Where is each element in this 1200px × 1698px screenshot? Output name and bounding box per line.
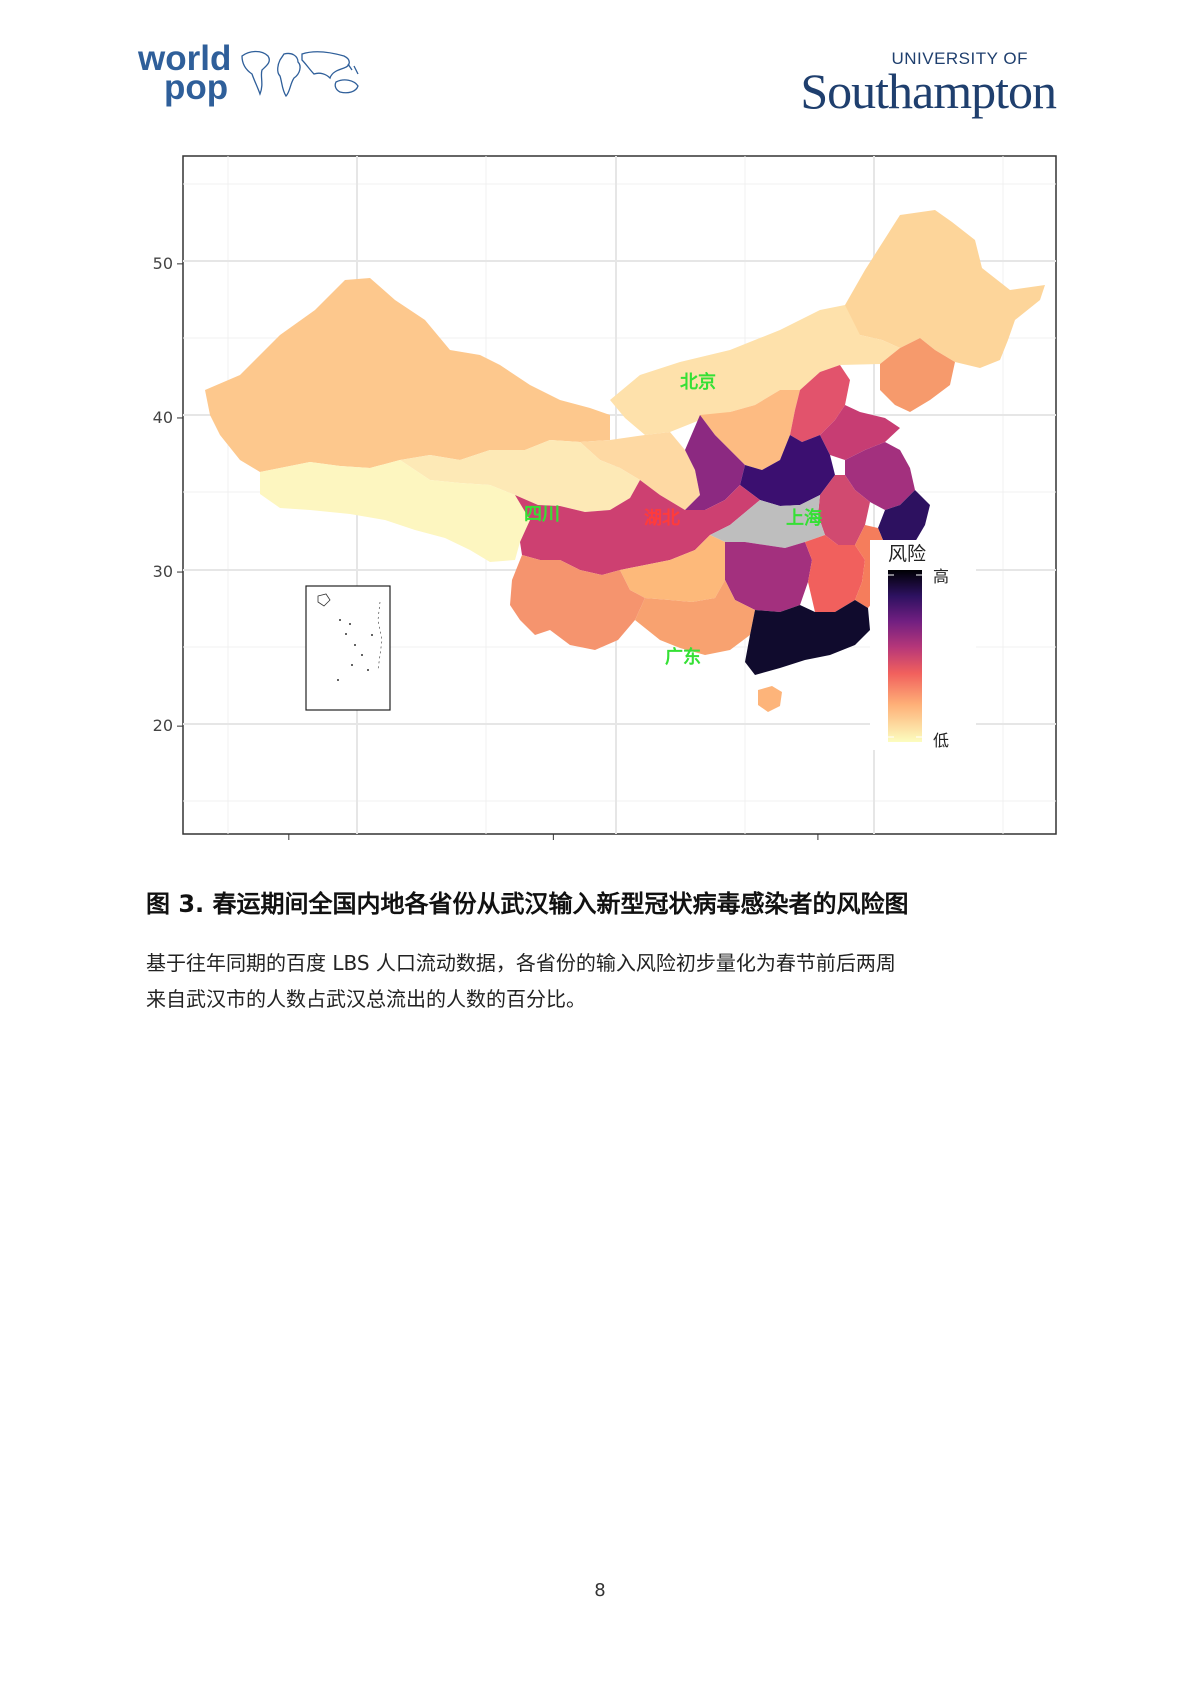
region-jiangxi bbox=[805, 535, 865, 612]
y-tick-label: 50 bbox=[153, 254, 173, 273]
region-hubei bbox=[710, 495, 825, 548]
region-hunan bbox=[725, 542, 812, 612]
caption-line-2: 来自武汉市的人数占武汉总流出的人数的百分比。 bbox=[146, 987, 586, 1011]
university-logo-top: UNIVERSITY OF bbox=[891, 49, 1028, 68]
axes: 8010012020304050 bbox=[153, 254, 819, 840]
region-qinghai bbox=[400, 440, 640, 512]
region-sichuan bbox=[515, 480, 760, 575]
label-guangdong: 广东 bbox=[665, 646, 701, 668]
region-guangdong bbox=[745, 600, 870, 675]
region-tibet bbox=[260, 460, 538, 562]
region-yunnan bbox=[510, 555, 645, 650]
university-logo-name: Southampton bbox=[800, 63, 1057, 119]
region-zhejiang bbox=[878, 490, 930, 550]
region-northeast bbox=[835, 210, 1045, 368]
region-jiangsu bbox=[845, 442, 915, 510]
region-liaoning bbox=[880, 338, 955, 412]
region-guangxi bbox=[635, 580, 755, 655]
label-sichuan: 四川 bbox=[524, 504, 560, 525]
region-anhui bbox=[818, 475, 870, 545]
label-hubei: 湖北 bbox=[644, 508, 680, 529]
label-shanghai: 上海 bbox=[786, 507, 822, 529]
university-logo: UNIVERSITY OF Southampton bbox=[800, 49, 1057, 119]
region-shanxi bbox=[700, 390, 800, 470]
figure-caption-body: 基于往年同期的百度 LBS 人口流动数据，各省份的输入风险初步量化为春节前后两周… bbox=[146, 945, 1066, 1017]
world-map-outline-icon bbox=[241, 50, 359, 98]
worldpop-logo-line2: pop bbox=[164, 68, 229, 107]
worldpop-logo: world pop bbox=[138, 39, 232, 107]
y-tick-label: 40 bbox=[153, 408, 173, 427]
legend-high: 高 bbox=[933, 567, 949, 586]
region-hainan bbox=[758, 686, 782, 712]
region-guizhou bbox=[620, 535, 725, 602]
legend-title: 风险 bbox=[888, 543, 926, 565]
province-polygons bbox=[205, 210, 1045, 712]
region-gansu bbox=[580, 432, 700, 510]
page-number: 8 bbox=[594, 1580, 606, 1601]
region-shandong bbox=[820, 405, 900, 460]
risk-map-figure: 北京 四川 湖北 上海 广东 风险 高 低 8010012020304050 bbox=[153, 155, 1057, 840]
y-tick-label: 20 bbox=[153, 716, 173, 735]
region-shaanxi bbox=[685, 415, 745, 510]
region-hebei bbox=[790, 365, 850, 442]
risk-legend: 风险 高 低 bbox=[870, 540, 976, 750]
caption-line-1: 基于往年同期的百度 LBS 人口流动数据，各省份的输入风险初步量化为春节前后两周 bbox=[146, 951, 896, 975]
figure-caption-title: 图 3. 春运期间全国内地各省份从武汉输入新型冠状病毒感染者的风险图 bbox=[146, 890, 909, 918]
region-henan bbox=[740, 435, 835, 506]
region-inner-mongolia bbox=[610, 305, 900, 435]
worldpop-logo-line1: world bbox=[138, 39, 232, 78]
south-china-sea-inset bbox=[305, 585, 391, 711]
label-beijing: 北京 bbox=[680, 371, 716, 393]
legend-colorbar bbox=[888, 570, 922, 742]
region-xinjiang bbox=[205, 278, 610, 472]
legend-low: 低 bbox=[933, 731, 949, 750]
y-tick-label: 30 bbox=[153, 562, 173, 581]
